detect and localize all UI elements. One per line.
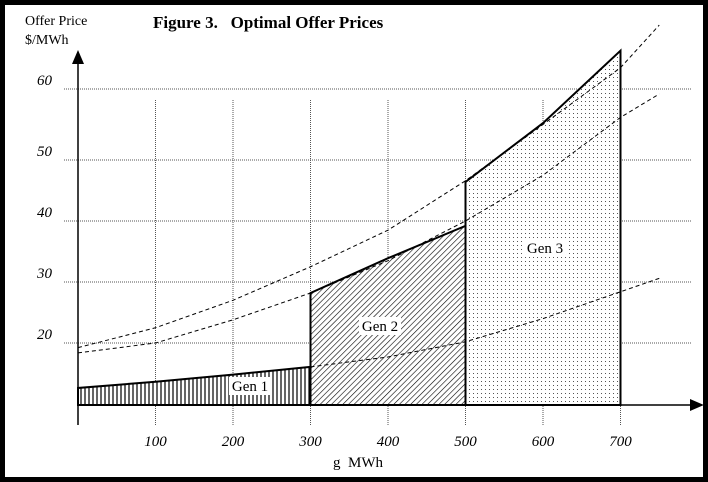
- series-label-bg: [229, 377, 271, 395]
- series-label: Gen 2: [362, 319, 398, 335]
- y-tick-label: 30: [36, 266, 53, 282]
- y-tick-label: 50: [37, 144, 53, 160]
- y-tick-label: 20: [37, 327, 53, 343]
- x-tick-label: 200: [222, 434, 245, 450]
- dashed-curve-middle: [77, 93, 660, 354]
- dashed-curve-lower: [310, 277, 660, 368]
- x-axis-arrow-icon: [690, 399, 703, 411]
- dashed-curve-upper: [77, 24, 660, 349]
- x-tick-label: 600: [532, 434, 555, 450]
- x-tick-label: 500: [454, 434, 477, 450]
- area-gen-3: [464, 48, 622, 406]
- series-label: Gen 3: [527, 241, 563, 257]
- chart-frame: 100 200 300 400 500 600 700 20 30 40 50 60 Gen 1 Gen …: [5, 5, 703, 477]
- area-gen-1: [77, 365, 312, 406]
- x-axis-label: g MWh: [333, 455, 383, 471]
- x-tick-label: 100: [144, 434, 167, 450]
- y-tick-label: 40: [37, 205, 53, 221]
- y-tick-label: 60: [37, 73, 53, 89]
- chart-title: Figure 3. Optimal Offer Prices: [153, 13, 384, 32]
- chart: 100 200 300 400 500 600 700 20 30 40 50 60 Gen 1 Gen …: [25, 13, 703, 471]
- y-axis-label-line1: Offer Price: [25, 14, 87, 29]
- x-tick-label: 300: [298, 434, 322, 450]
- x-tick-label: 400: [377, 434, 400, 450]
- series-label: Gen 1: [232, 379, 268, 395]
- x-tick-label: 700: [609, 434, 632, 450]
- series-label-bg: [359, 317, 401, 335]
- series-label-bg: [524, 239, 566, 257]
- y-axis-arrow-icon: [72, 50, 84, 64]
- y-axis-label-line2: $/MWh: [25, 33, 69, 48]
